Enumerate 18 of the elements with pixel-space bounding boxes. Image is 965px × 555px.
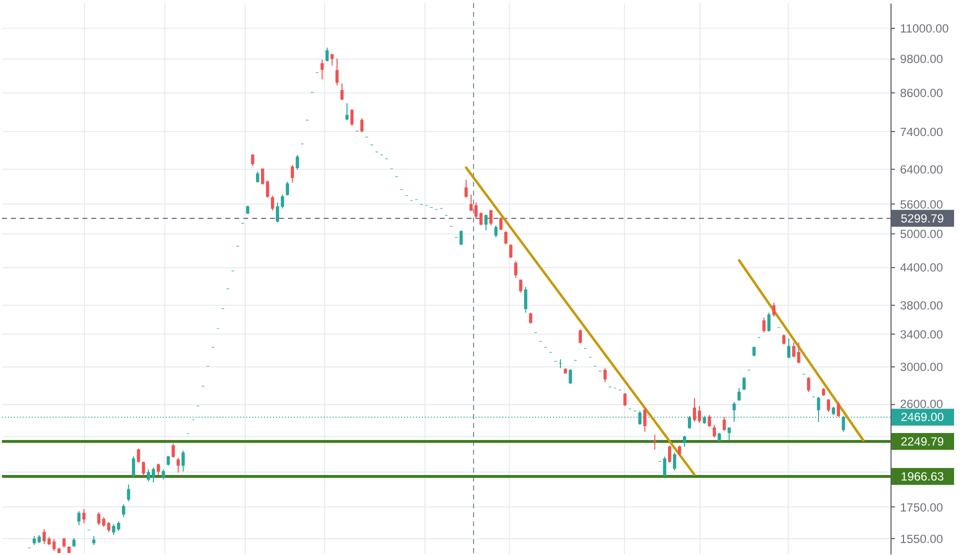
y-tick-label: 3800.00: [900, 298, 944, 312]
y-tick-label: 9800.00: [900, 52, 944, 66]
y-tick-label: 8600.00: [900, 86, 944, 100]
y-tick-label: 11000.00: [900, 22, 950, 36]
y-tick-label: 2600.00: [900, 397, 944, 412]
y-tick-label: 7400.00: [900, 124, 944, 139]
ref-line-label: 1966.63: [900, 469, 944, 484]
y-tick-label: 3400.00: [900, 327, 944, 342]
ref-line-label: 2469.00: [900, 410, 944, 424]
y-tick-label: 5600.00: [900, 197, 944, 212]
y-tick-label: 1550.00: [900, 532, 944, 546]
y-tick-label: 6400.00: [900, 162, 944, 177]
ref-line-label: 5299.79: [900, 211, 944, 226]
y-tick-label: 4400.00: [900, 260, 944, 274]
y-tick-label: 5000.00: [900, 226, 944, 241]
y-tick-label: 1750.00: [900, 500, 944, 514]
y-tick-label: 3000.00: [900, 360, 944, 374]
ref-line-label: 2249.79: [900, 434, 944, 448]
